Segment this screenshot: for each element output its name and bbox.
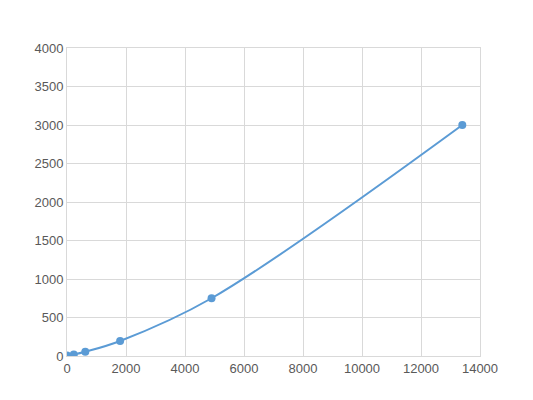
- svg-text:1000: 1000: [34, 272, 63, 287]
- svg-text:3000: 3000: [34, 118, 63, 133]
- svg-text:8000: 8000: [289, 361, 318, 376]
- svg-text:500: 500: [42, 310, 64, 325]
- svg-text:2500: 2500: [34, 156, 63, 171]
- svg-text:12000: 12000: [403, 361, 439, 376]
- svg-text:0: 0: [56, 349, 63, 364]
- svg-text:0: 0: [63, 361, 70, 376]
- svg-text:10000: 10000: [344, 361, 380, 376]
- svg-text:4000: 4000: [171, 361, 200, 376]
- svg-text:3500: 3500: [34, 79, 63, 94]
- svg-text:14000: 14000: [462, 361, 498, 376]
- svg-text:2000: 2000: [34, 195, 63, 210]
- svg-text:4000: 4000: [34, 41, 63, 56]
- svg-text:1500: 1500: [34, 233, 63, 248]
- svg-text:2000: 2000: [112, 361, 141, 376]
- svg-text:6000: 6000: [230, 361, 259, 376]
